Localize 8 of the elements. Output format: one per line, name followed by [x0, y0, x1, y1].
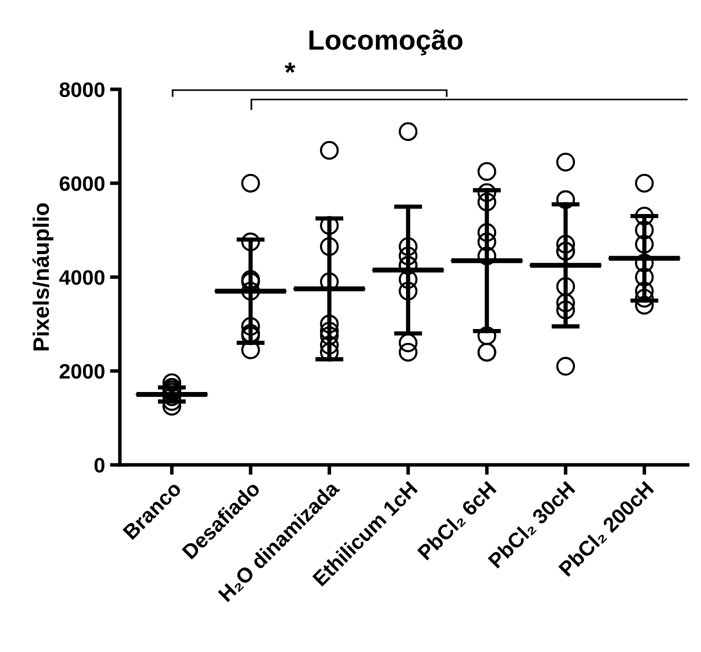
y-tick-label: 6000	[60, 176, 104, 191]
y-tick-label: 2000	[60, 364, 104, 379]
y-tick-label: 0	[94, 458, 104, 473]
y-tick-label: 4000	[59, 270, 104, 285]
text: *	[284, 62, 296, 73]
chart-title: Locomoção	[309, 30, 462, 56]
y-tick-label: 8000	[60, 82, 104, 98]
y-axis-title: Pixels/náuplio	[32, 203, 54, 350]
